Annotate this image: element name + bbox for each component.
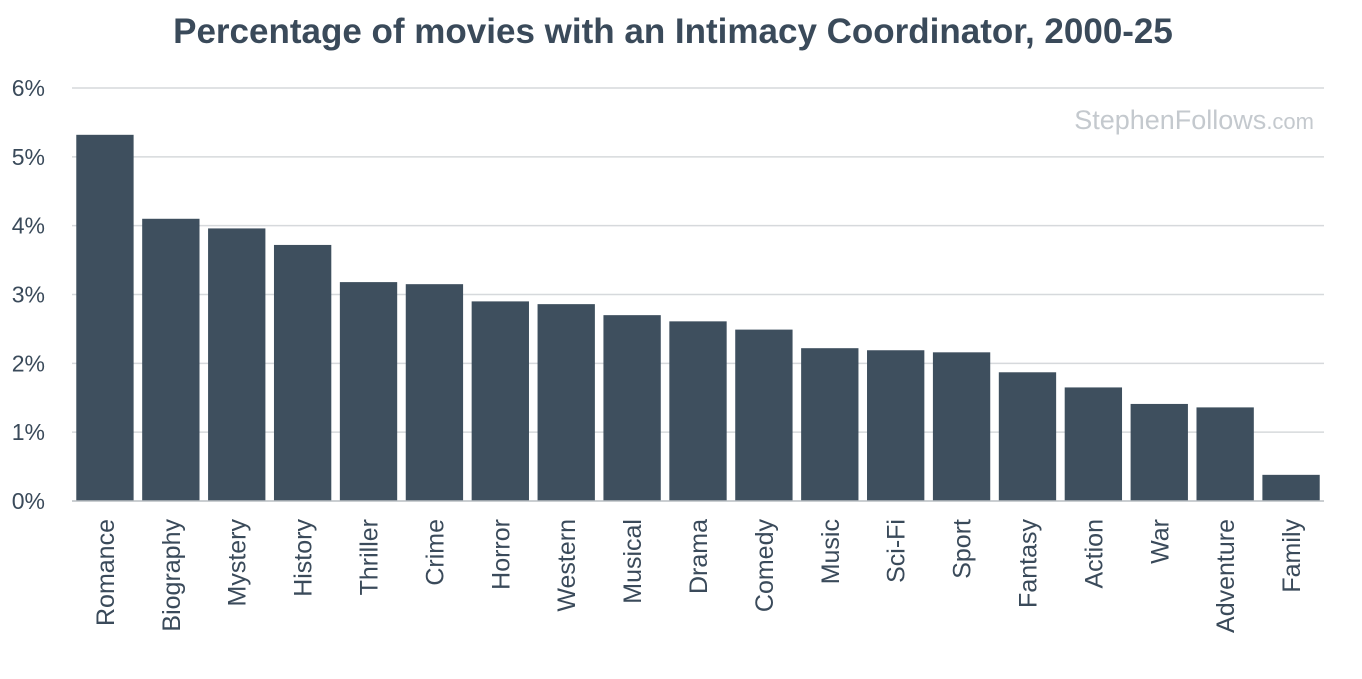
x-tick-label: Drama (685, 519, 713, 594)
x-tick-label: Western (553, 519, 581, 612)
bar-adventure (1196, 407, 1254, 501)
x-tick-label: Biography (158, 519, 186, 632)
x-tick-label: Music (817, 519, 845, 584)
bar-sport (932, 352, 991, 501)
bar-comedy (735, 329, 793, 501)
y-tick-label: 6% (12, 75, 45, 101)
watermark: StephenFollows.com (1074, 105, 1314, 135)
y-tick-label: 0% (12, 488, 45, 514)
y-tick-label: 5% (12, 144, 45, 170)
bar-horror (471, 301, 529, 501)
bar-musical (603, 315, 661, 501)
x-tick-label: Fantasy (1014, 519, 1042, 608)
y-tick-label: 1% (12, 419, 45, 445)
x-axis-labels: Romance Biography Mystery History Thriller Cr… (92, 519, 1306, 633)
x-tick-label: Comedy (751, 519, 779, 613)
watermark-suffix: .com (1266, 109, 1314, 134)
x-tick-label: Romance (92, 519, 120, 626)
bar-fantasy (998, 372, 1057, 501)
x-tick-label: Sport (949, 519, 977, 579)
bar-romance (76, 134, 134, 501)
y-axis-ticks: 0% 1% 2% 3% 4% 5% 6% (12, 75, 45, 514)
bar-mystery (208, 228, 266, 502)
x-tick-label: History (290, 519, 318, 597)
y-tick-label: 4% (12, 213, 45, 239)
x-tick-label: Mystery (224, 519, 252, 607)
bar-crime (405, 284, 464, 501)
x-tick-label: Thriller (356, 519, 384, 595)
x-tick-label: Sci-Fi (883, 519, 911, 583)
x-tick-label: War (1146, 519, 1174, 564)
x-tick-label: Family (1278, 519, 1306, 593)
bars (76, 134, 1320, 502)
bar-biography (142, 218, 200, 501)
x-tick-label: Adventure (1212, 519, 1240, 633)
bar-music (801, 348, 859, 501)
bar-thriller (339, 282, 398, 501)
watermark-main: StephenFollows (1074, 105, 1266, 135)
bar-war (1130, 403, 1188, 501)
bar-sci-fi (867, 350, 925, 501)
bar-western (537, 304, 595, 501)
chart-title: Percentage of movies with an Intimacy Co… (173, 12, 1173, 51)
y-tick-label: 3% (12, 282, 45, 308)
x-tick-label: Action (1080, 519, 1108, 588)
x-tick-label: Horror (487, 519, 515, 590)
bar-family (1262, 474, 1320, 501)
x-tick-label: Musical (619, 519, 647, 604)
y-tick-label: 2% (12, 350, 45, 376)
bar-history (273, 244, 332, 501)
x-tick-label: Crime (421, 519, 449, 586)
bar-action (1064, 387, 1123, 501)
bar-drama (669, 321, 727, 501)
